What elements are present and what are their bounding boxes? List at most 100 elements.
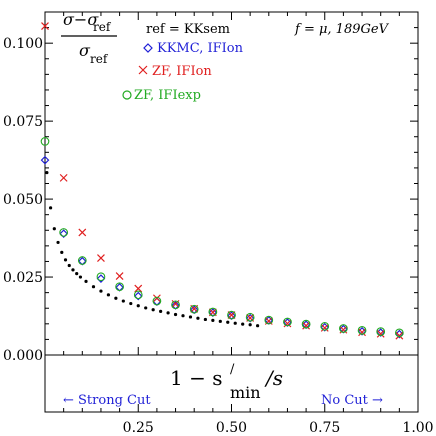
curve-point xyxy=(188,315,193,319)
zf-ifion-point xyxy=(376,329,385,338)
formula-numerator: σ−σ xyxy=(63,10,99,29)
x-label-subscript: min xyxy=(230,383,261,402)
legend-label-zf-ifiexp: ZF, IFIexp xyxy=(134,88,201,103)
curve-point xyxy=(248,323,252,327)
zf-ifion-point xyxy=(41,22,49,30)
zf-ifiexp-point xyxy=(96,272,106,282)
y-tick-label: 0.025 xyxy=(3,270,43,286)
curve-point xyxy=(60,250,64,255)
curve-point xyxy=(67,263,71,268)
legend-x-marker xyxy=(138,65,148,75)
curve-point xyxy=(106,293,111,297)
zf-ifiexp-point xyxy=(283,317,292,327)
curve-point xyxy=(196,316,200,320)
no-cut-label: No Cut → xyxy=(321,393,383,408)
zf-ifiexp-point xyxy=(264,315,274,325)
curve-point xyxy=(181,314,185,318)
legend-entry-zf-ifion: ZF, IFIon xyxy=(138,64,212,79)
zf-ifiexp-point xyxy=(227,310,236,320)
zf-ifiexp-point xyxy=(320,321,330,331)
legend-circle-marker xyxy=(122,90,132,100)
zf-ifiexp-point xyxy=(245,312,255,322)
zf-ifion-point xyxy=(115,272,124,281)
kkmc-ifion-point xyxy=(245,313,255,323)
curve-point xyxy=(166,311,170,315)
curve-point xyxy=(226,320,230,324)
zf-ifiexp-point xyxy=(395,328,404,338)
curve-point xyxy=(129,301,133,306)
zf-ifion-point xyxy=(152,294,161,303)
kkmc-ifion-point xyxy=(40,155,50,165)
legend-diamond-marker xyxy=(143,43,153,53)
zf-ifiexp-point xyxy=(115,282,124,292)
tick-labels-layer: 0.000 0.025 0.050 0.075 0.100 0.25 0.50 0.75 1.0… xyxy=(3,36,434,436)
x-label-suffix: /s xyxy=(264,366,283,390)
ticks-layer xyxy=(45,12,419,412)
zf-ifiexp-point xyxy=(59,228,69,237)
x-label-prime: / xyxy=(230,362,235,377)
zf-ifion-point xyxy=(227,311,236,320)
curve-point xyxy=(114,296,118,300)
curve-point xyxy=(45,170,49,175)
curve-point xyxy=(121,299,125,303)
kkmc-ifion-point xyxy=(133,291,143,301)
curve-point xyxy=(99,289,103,293)
x-tick-label: 0.25 xyxy=(123,420,154,436)
curve-point xyxy=(233,321,237,325)
curve-point xyxy=(48,206,53,210)
curve-point xyxy=(71,268,75,272)
strong-cut-label: ← Strong Cut xyxy=(63,393,151,408)
zf-ifiexp-point xyxy=(152,296,162,306)
kkmc-ifion-point xyxy=(96,274,106,283)
zf-ifion-point xyxy=(59,173,68,182)
zf-ifiexp-point xyxy=(77,256,87,265)
formula-numerator-subscript: ref xyxy=(93,20,112,34)
curve-point xyxy=(78,275,83,279)
zf-ifiexp-point xyxy=(301,319,311,329)
curve-point xyxy=(173,312,178,317)
x-axis-label: 1 − s / min /s xyxy=(170,362,283,402)
curve-point xyxy=(159,309,163,313)
curve-point xyxy=(75,272,79,276)
curve-point xyxy=(256,324,260,328)
y-tick-label: 0.075 xyxy=(3,114,43,130)
energy-label: f = μ, 189GeV xyxy=(294,22,390,37)
zf-ifion-point xyxy=(395,331,404,340)
kkmc-ifion-point xyxy=(59,229,68,239)
zf-ifion-point xyxy=(320,323,329,332)
formula-denominator-subscript: ref xyxy=(90,52,109,66)
legend-label-zf-ifion: ZF, IFIon xyxy=(152,64,212,79)
curve-point xyxy=(91,285,96,289)
zf-ifiexp-point xyxy=(171,300,180,310)
x-tick-label: 0.75 xyxy=(309,420,340,436)
zf-ifion-point xyxy=(302,321,311,330)
curve-point xyxy=(56,240,60,245)
formula-denominator: σ xyxy=(79,41,91,60)
zf-ifiexp-point xyxy=(357,326,367,335)
curve-point xyxy=(241,322,245,326)
series-layer xyxy=(40,22,404,340)
formula: σ−σ ref σ ref xyxy=(61,10,117,66)
y-tick-label: 0.100 xyxy=(3,36,43,52)
zf-ifiexp-point xyxy=(208,307,218,317)
curve-point xyxy=(151,308,155,312)
x-tick-label: 1.00 xyxy=(402,420,433,436)
zf-ifiexp-point xyxy=(339,324,348,333)
legend-label-kkmc: KKMC, IFIon xyxy=(157,41,244,56)
zf-ifiexp-point xyxy=(189,304,199,314)
x-label-prefix: 1 − s xyxy=(170,366,222,390)
zf-ifion-point xyxy=(78,228,87,237)
zf-ifion-point xyxy=(134,284,143,293)
zf-ifiexp-point xyxy=(133,290,143,300)
zf-ifiexp-point xyxy=(376,327,386,336)
legend-entry-zf-ifiexp: ZF, IFIexp xyxy=(122,88,201,103)
ref-label: ref = KKsem xyxy=(146,22,230,37)
curve-point xyxy=(144,306,148,310)
zf-ifion-point xyxy=(97,254,105,262)
curve-point xyxy=(52,227,56,231)
curve-point xyxy=(63,258,68,262)
curve-point xyxy=(211,318,215,322)
y-tick-label: 0.000 xyxy=(3,348,43,364)
curve-point xyxy=(218,319,222,323)
